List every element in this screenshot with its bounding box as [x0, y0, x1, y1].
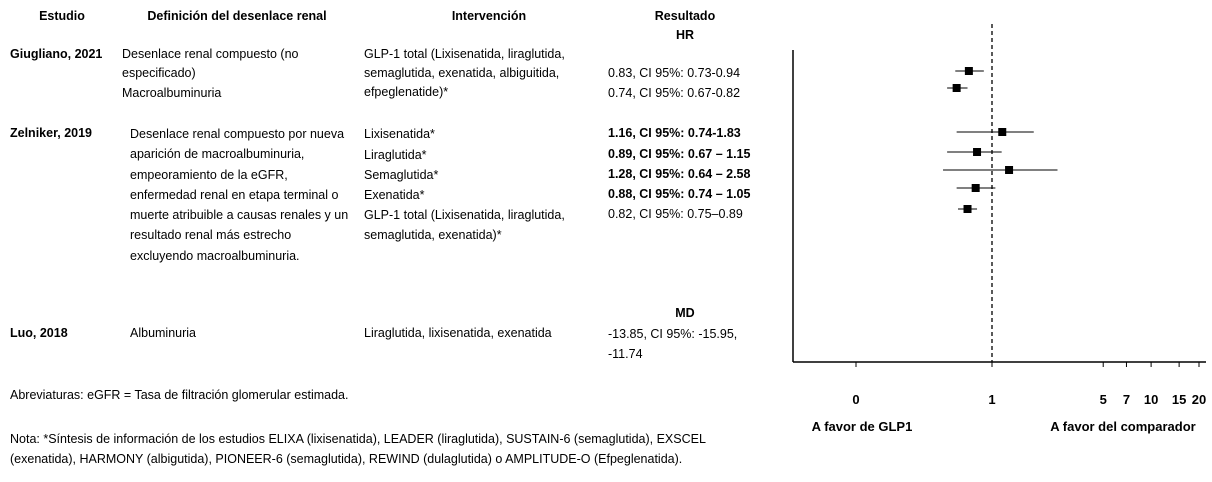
header: Resultado — [654, 9, 716, 23]
study: Zelniker, 2019 — [10, 126, 93, 140]
header: Estudio — [39, 9, 85, 23]
definition: Albuminuria — [130, 326, 197, 340]
intervention: Liraglutida, lixisenatida, exenatida — [364, 326, 552, 340]
header: Intervención — [451, 9, 527, 23]
intervention: Lixisenatida* — [364, 127, 435, 141]
result: 1.28, CI 95%: 0.64 – 2.58 — [608, 167, 751, 181]
axis-label: A favor de GLP1 — [812, 419, 913, 434]
forest-plot: 0 1 5 7 10 15 20A favor de GLP1 A favor del com… — [792, 24, 1206, 434]
header: HR — [675, 28, 695, 42]
definition: Desenlace renal compuesto por nueva apar… — [130, 127, 349, 263]
note: Nota: *Síntesis de información de los es… — [10, 432, 706, 466]
point-estimate — [963, 205, 972, 213]
x-tick-label: 7 — [1123, 392, 1130, 407]
result: 0.82, CI 95%: 0.75–0.89 — [608, 207, 743, 221]
header: Definición del desenlace renal — [147, 9, 327, 23]
x-tick-label: 0 — [852, 392, 859, 407]
intervention: Semaglutida* — [364, 168, 439, 182]
intervention: Liraglutida* — [364, 148, 427, 162]
point-estimate — [1005, 166, 1014, 174]
study: Luo, 2018 — [10, 326, 68, 340]
result: 0.83, CI 95%: 0.73-0.94 — [608, 66, 741, 80]
intervention: GLP-1 total (Lixisenatida, liraglutida, … — [364, 47, 565, 99]
result: -13.85, CI 95%: -15.95, -11.74 — [608, 327, 738, 361]
point-estimate — [973, 148, 982, 156]
abbreviations: Abreviaturas: eGFR = Tasa de filtración … — [10, 388, 349, 402]
x-tick-label: 5 — [1100, 392, 1107, 407]
x-tick-label: 10 — [1144, 392, 1158, 407]
definition: Macroalbuminuria — [122, 86, 222, 100]
result: 0.89, CI 95%: 0.67 – 1.15 — [608, 147, 751, 161]
study: Giugliano, 2021 — [10, 47, 103, 61]
axis-label: A favor del comparador — [1050, 419, 1195, 434]
definition: Desenlace renal compuesto (no especifica… — [122, 47, 299, 80]
intervention: GLP-1 total (Lixisenatida, liraglutida, … — [364, 208, 565, 242]
result: 0.74, CI 95%: 0.67-0.82 — [608, 86, 741, 100]
x-tick-label: 20 — [1192, 392, 1206, 407]
x-tick-label: 15 — [1172, 392, 1186, 407]
result: 1.16, CI 95%: 0.74-1.83 — [608, 126, 741, 140]
header: MD — [675, 306, 695, 320]
point-estimate — [964, 67, 973, 75]
point-estimate — [971, 184, 980, 192]
intervention: Exenatida* — [364, 188, 425, 202]
point-estimate — [952, 84, 961, 92]
result: 0.88, CI 95%: 0.74 – 1.05 — [608, 187, 751, 201]
x-tick-label: 1 — [988, 392, 995, 407]
point-estimate — [998, 128, 1007, 136]
